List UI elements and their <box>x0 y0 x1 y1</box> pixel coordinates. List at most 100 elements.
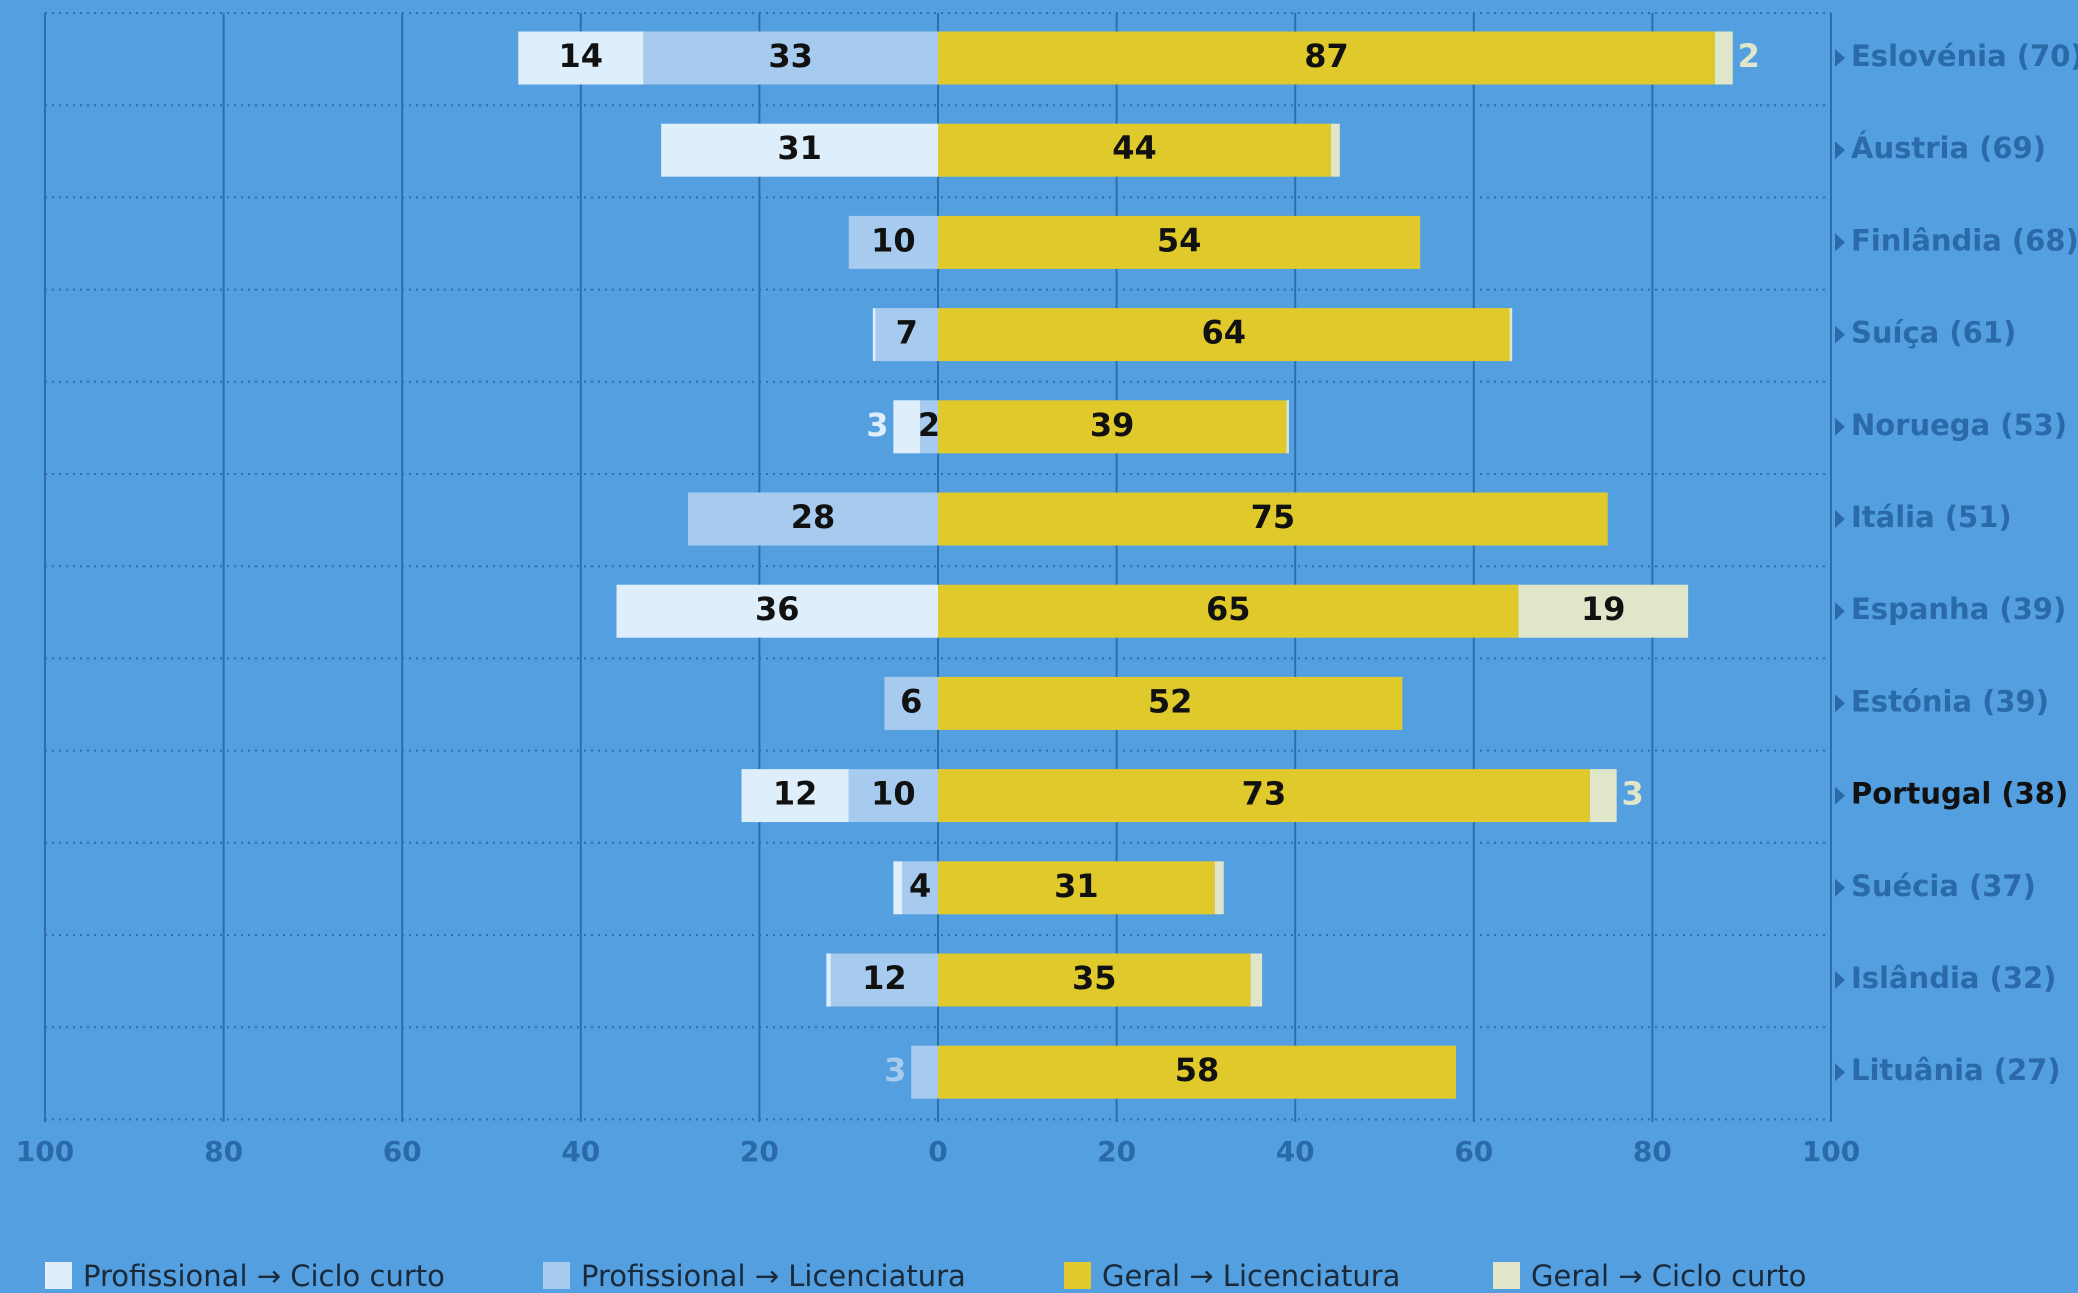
category-label: Espanha (39) <box>1851 592 2066 626</box>
row-marker <box>1835 602 1845 621</box>
value-label: 65 <box>1206 590 1251 628</box>
x-tick-label: 20 <box>740 1135 779 1168</box>
bar-segment <box>938 492 1608 546</box>
value-label: 10 <box>871 775 916 813</box>
category-label: Islândia (32) <box>1851 961 2056 995</box>
row-marker <box>1835 1063 1845 1082</box>
value-label: 4 <box>909 867 931 905</box>
bar-segment <box>643 31 938 85</box>
bar-segment <box>848 215 938 269</box>
value-label: 35 <box>1072 959 1117 997</box>
value-label: 3 <box>866 406 888 444</box>
value-label: 7 <box>896 314 918 352</box>
value-label: 31 <box>1054 867 1099 905</box>
category-label: Lituânia (27) <box>1851 1053 2061 1087</box>
bar-segment <box>826 953 831 1007</box>
bar-segment <box>687 492 938 546</box>
bar-segment <box>893 400 921 454</box>
legend-swatch <box>45 1262 72 1289</box>
value-label: 2 <box>918 406 940 444</box>
bar-segment <box>1214 861 1224 915</box>
value-label: 2 <box>1738 37 1760 75</box>
legend-swatch <box>543 1262 570 1289</box>
value-label: 33 <box>768 37 813 75</box>
value-label: 12 <box>862 959 907 997</box>
category-label: Suíça (61) <box>1851 316 2016 350</box>
value-label: 75 <box>1251 498 1296 536</box>
row-marker <box>1835 417 1845 436</box>
value-label: 3 <box>1622 775 1644 813</box>
bar-segment <box>848 769 938 823</box>
category-label: Suécia (37) <box>1851 869 2036 903</box>
bar-segment <box>938 584 1519 638</box>
x-tick-label: 40 <box>561 1135 600 1168</box>
x-tick-label: 40 <box>1276 1135 1315 1168</box>
row-marker <box>1835 786 1845 805</box>
x-tick-label: 0 <box>928 1135 947 1168</box>
bar-segment <box>1286 400 1289 454</box>
bar-segment <box>1589 769 1617 823</box>
bar-segment <box>518 31 644 85</box>
bar-segment <box>1330 123 1340 177</box>
value-label: 39 <box>1090 406 1135 444</box>
legend-label: Profissional → Ciclo curto <box>83 1259 445 1293</box>
legend-swatch <box>1493 1262 1520 1289</box>
value-label: 54 <box>1157 221 1202 259</box>
value-label: 28 <box>791 498 836 536</box>
bar-segment <box>938 953 1251 1007</box>
value-label: 12 <box>773 775 818 813</box>
x-tick-label: 20 <box>1097 1135 1136 1168</box>
bar-segment <box>911 1045 938 1099</box>
bar-segment <box>884 676 938 730</box>
value-label: 87 <box>1304 37 1349 75</box>
row-marker <box>1835 694 1845 713</box>
row-marker <box>1835 325 1845 344</box>
category-label: Noruega (53) <box>1851 408 2067 442</box>
category-label: Finlândia (68) <box>1851 223 2078 257</box>
value-label: 14 <box>559 37 604 75</box>
x-tick-label: 80 <box>1633 1135 1672 1168</box>
value-label: 58 <box>1175 1051 1220 1089</box>
x-tick-label: 60 <box>383 1135 422 1168</box>
value-label: 52 <box>1148 682 1193 720</box>
x-tick-label: 80 <box>204 1135 243 1168</box>
row-marker <box>1835 878 1845 897</box>
bar-segment <box>938 308 1510 362</box>
row-marker <box>1835 971 1845 989</box>
row-marker <box>1835 233 1845 252</box>
bar-segment <box>616 584 938 638</box>
value-label: 44 <box>1112 129 1157 167</box>
category-label: Eslovénia (70) <box>1851 39 2078 73</box>
legend-label: Profissional → Licenciatura <box>581 1259 966 1293</box>
category-label: Itália (51) <box>1851 500 2012 534</box>
value-label: 31 <box>777 129 822 167</box>
value-label: 19 <box>1581 590 1626 628</box>
bar-segment <box>938 769 1590 823</box>
bar-segment <box>661 123 938 177</box>
x-tick-label: 100 <box>1802 1135 1860 1168</box>
bar-segment <box>938 861 1215 915</box>
bar-segment <box>1509 308 1513 362</box>
value-label: 10 <box>871 221 916 259</box>
row-marker <box>1835 141 1845 160</box>
bar-segment <box>938 215 1421 269</box>
value-label: 3 <box>884 1051 906 1089</box>
legend-label: Geral → Licenciatura <box>1102 1259 1400 1293</box>
legend-swatch <box>1064 1262 1091 1289</box>
value-label: 6 <box>900 682 922 720</box>
bar-segment <box>938 31 1715 85</box>
value-label: 64 <box>1201 314 1246 352</box>
bar-segment <box>741 769 849 823</box>
bar-segment <box>875 308 938 362</box>
row-marker <box>1835 510 1845 528</box>
bar-segment <box>938 400 1287 454</box>
legend-label: Geral → Ciclo curto <box>1531 1259 1806 1293</box>
bar-segment <box>938 676 1403 730</box>
bar-segment <box>872 308 876 362</box>
value-label: 73 <box>1242 775 1287 813</box>
x-tick-label: 60 <box>1454 1135 1493 1168</box>
bar-segment <box>830 953 938 1007</box>
bar-segment <box>920 400 938 454</box>
